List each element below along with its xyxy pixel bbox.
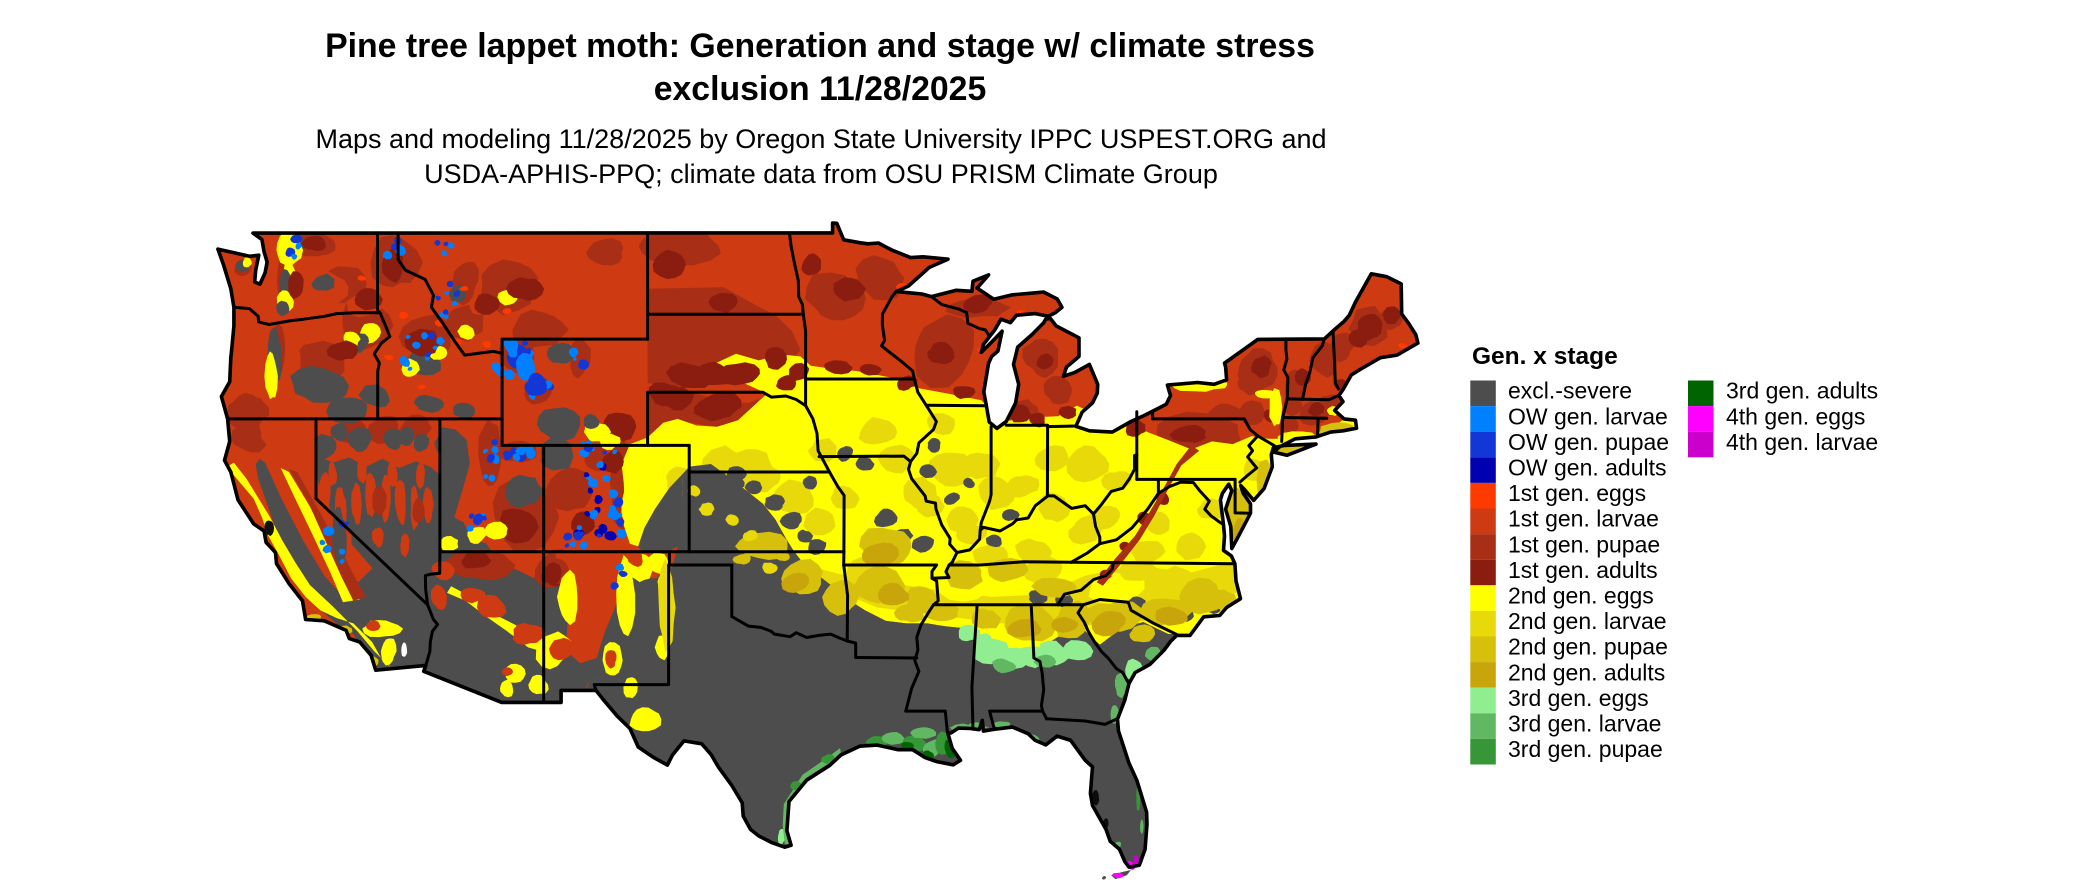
svg-text:2nd gen. larvae: 2nd gen. larvae (1508, 608, 1667, 634)
svg-text:4th gen. larvae: 4th gen. larvae (1726, 429, 1878, 455)
svg-text:1st gen. eggs: 1st gen. eggs (1508, 480, 1646, 506)
svg-text:2nd gen. adults: 2nd gen. adults (1508, 659, 1665, 685)
svg-text:2nd gen. pupae: 2nd gen. pupae (1508, 634, 1668, 660)
svg-text:Gen. x stage: Gen. x stage (1472, 343, 1618, 370)
svg-text:1st gen. adults: 1st gen. adults (1508, 557, 1658, 583)
svg-text:3rd gen. larvae: 3rd gen. larvae (1508, 711, 1661, 737)
svg-text:OW gen. pupae: OW gen. pupae (1508, 429, 1669, 455)
svg-text:3rd gen. pupae: 3rd gen. pupae (1508, 736, 1663, 762)
svg-text:1st gen. pupae: 1st gen. pupae (1508, 531, 1660, 557)
svg-text:3rd gen. eggs: 3rd gen. eggs (1508, 685, 1649, 711)
svg-text:Pine tree lappet moth: Generat: Pine tree lappet moth: Generation and st… (325, 27, 1315, 65)
svg-text:2nd gen. eggs: 2nd gen. eggs (1508, 583, 1654, 609)
svg-text:exclusion 11/28/2025: exclusion 11/28/2025 (654, 70, 987, 108)
svg-text:USDA-APHIS-PPQ; climate data f: USDA-APHIS-PPQ; climate data from OSU PR… (424, 159, 1218, 189)
svg-text:1st gen. larvae: 1st gen. larvae (1508, 506, 1659, 532)
svg-text:3rd gen. adults: 3rd gen. adults (1726, 378, 1878, 404)
svg-text:4th gen. eggs: 4th gen. eggs (1726, 403, 1865, 429)
svg-text:Maps and modeling 11/28/2025 b: Maps and modeling 11/28/2025 by Oregon S… (315, 124, 1326, 154)
svg-text:excl.-severe: excl.-severe (1508, 378, 1632, 404)
svg-text:OW gen. larvae: OW gen. larvae (1508, 403, 1668, 429)
svg-text:OW gen. adults: OW gen. adults (1508, 455, 1667, 481)
